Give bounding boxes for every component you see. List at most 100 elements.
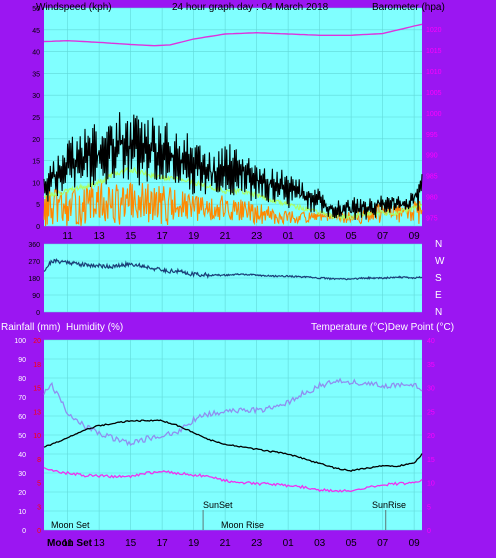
- compass-label: N: [435, 239, 442, 250]
- baro-axis-title: Barometer (hpa): [372, 2, 445, 13]
- top-right-ticks: 975 980 985 990 995 1000 1005 1010 1015 1020: [426, 27, 442, 223]
- humidity-tick-label: 70: [18, 395, 26, 402]
- rain-tick-label: 3: [37, 504, 41, 511]
- barometer-tick-label: 995: [426, 132, 438, 139]
- rain-tick-label: 13: [33, 409, 41, 416]
- temperature-tick-label: 10: [427, 481, 435, 488]
- barometer-tick-label: 980: [426, 195, 438, 202]
- bottom-right-ticks: 0 5 10 15 20 25 30 35 40: [427, 338, 435, 535]
- time-tick-label: 07: [377, 538, 389, 549]
- humidity-tick-label: 50: [18, 433, 26, 440]
- barometer-tick-label: 1000: [426, 111, 442, 118]
- wind-speed-line: [43, 112, 423, 221]
- moon-set-label-top: Moon Set: [51, 520, 90, 530]
- moon-rise-label: Moon Rise: [221, 520, 264, 530]
- temp-axis-title: Temperature (°C)Dew Point (°C): [311, 322, 454, 333]
- sunrise-label: SunRise: [372, 500, 406, 510]
- time-tick-label: 05: [346, 538, 358, 549]
- temperature-tick-label: 25: [427, 409, 435, 416]
- humidity-tick-label: 0: [22, 528, 26, 535]
- time-tick-label: 21: [220, 538, 232, 549]
- wind-tick-label: 40: [32, 50, 40, 57]
- wind-tick-label: 15: [32, 159, 40, 166]
- time-tick-label: 23: [251, 231, 263, 242]
- wind-tick-label: 35: [32, 71, 40, 78]
- time-tick-label: 23: [251, 538, 263, 549]
- time-tick-label: 17: [157, 231, 169, 242]
- sunset-label: SunSet: [203, 500, 233, 510]
- humidity-tick-label: 90: [18, 357, 26, 364]
- top-left-ticks: 0 5 10 15 20 25 30 35 40 45 50: [32, 6, 40, 231]
- time-tick-label: 11: [62, 231, 73, 242]
- rain-tick-label: 0: [37, 528, 41, 535]
- barometer-tick-label: 1010: [426, 69, 442, 76]
- time-tick-label: 07: [377, 231, 389, 242]
- time-tick-label: 19: [188, 538, 200, 549]
- wind-average-line: [43, 166, 423, 222]
- temperature-tick-label: 35: [427, 362, 435, 369]
- wind-gust-line: [43, 181, 423, 227]
- wind-axis-title: Windspeed (kph): [36, 2, 112, 13]
- humidity-tick-label: 80: [18, 376, 26, 383]
- bottom-rain-ticks: 0 3 5 8 10 13 15 18 20: [33, 338, 41, 535]
- wind-tick-label: 5: [36, 202, 40, 209]
- wind-tick-label: 20: [32, 137, 40, 144]
- temperature-tick-label: 40: [427, 338, 435, 345]
- direction-ticks: 0 90 180 270 360: [28, 242, 40, 317]
- direction-tick-label: 0: [36, 310, 40, 317]
- wind-tick-label: 25: [32, 115, 40, 122]
- humidity-tick-label: 100: [14, 338, 26, 345]
- direction-series: [43, 258, 423, 281]
- time-tick-label: 13: [94, 231, 106, 242]
- time-tick-label: 11: [62, 538, 73, 549]
- barometer-tick-label: 990: [426, 153, 438, 160]
- time-tick-label: 15: [125, 538, 137, 549]
- bottom-markers: [202, 510, 387, 530]
- moon-set-label-bottom: Moon Set: [47, 538, 93, 549]
- barometer-line: [43, 23, 423, 47]
- bottom-left-ticks: 0 10 20 30 40 50 60 70 80 90 100: [14, 338, 26, 535]
- time-tick-label: 15: [125, 231, 137, 242]
- time-tick-label: 21: [220, 231, 232, 242]
- direction-tick-label: 90: [32, 293, 40, 300]
- direction-grid: [44, 243, 422, 313]
- humidity-tick-label: 60: [18, 414, 26, 421]
- temperature-tick-label: 15: [427, 457, 435, 464]
- direction-tick-label: 360: [28, 242, 40, 249]
- time-tick-label: 17: [157, 538, 169, 549]
- time-tick-label: 19: [188, 231, 200, 242]
- compass-label: E: [435, 290, 442, 301]
- rain-tick-label: 15: [33, 386, 41, 393]
- bottom-x-ticks: 11 13 15 17 19 21 23 01 03 05 07 09: [62, 538, 420, 549]
- temperature-line: [43, 419, 423, 472]
- wind-tick-label: 50: [32, 6, 40, 13]
- humidity-tick-label: 20: [18, 490, 26, 497]
- compass-label: S: [435, 273, 442, 284]
- rain-tick-label: 5: [37, 481, 41, 488]
- direction-line: [43, 258, 423, 281]
- barometer-tick-label: 975: [426, 216, 438, 223]
- wind-tick-label: 45: [32, 28, 40, 35]
- time-tick-label: 01: [283, 538, 295, 549]
- bottom-grid: [44, 339, 422, 531]
- wind-tick-label: 0: [36, 224, 40, 231]
- barometer-tick-label: 1005: [426, 90, 442, 97]
- rain-tick-label: 10: [33, 433, 41, 440]
- temperature-tick-label: 0: [427, 528, 431, 535]
- barometer-tick-label: 985: [426, 174, 438, 181]
- humidity-tick-label: 40: [18, 452, 26, 459]
- humidity-axis-title: Humidity (%): [66, 322, 123, 333]
- compass-label: N: [435, 307, 442, 318]
- wind-tick-label: 10: [32, 180, 40, 187]
- humidity-tick-label: 30: [18, 471, 26, 478]
- top-x-ticks: 11 13 15 17 19 21 23 01 03 05 07 09: [62, 231, 420, 242]
- barometer-tick-label: 1020: [426, 27, 442, 34]
- rain-tick-label: 8: [37, 457, 41, 464]
- wind-tick-label: 30: [32, 93, 40, 100]
- rain-tick-label: 20: [33, 338, 41, 345]
- time-tick-label: 13: [94, 538, 106, 549]
- compass-label: W: [435, 256, 445, 267]
- time-tick-label: 03: [314, 538, 326, 549]
- time-tick-label: 05: [346, 231, 358, 242]
